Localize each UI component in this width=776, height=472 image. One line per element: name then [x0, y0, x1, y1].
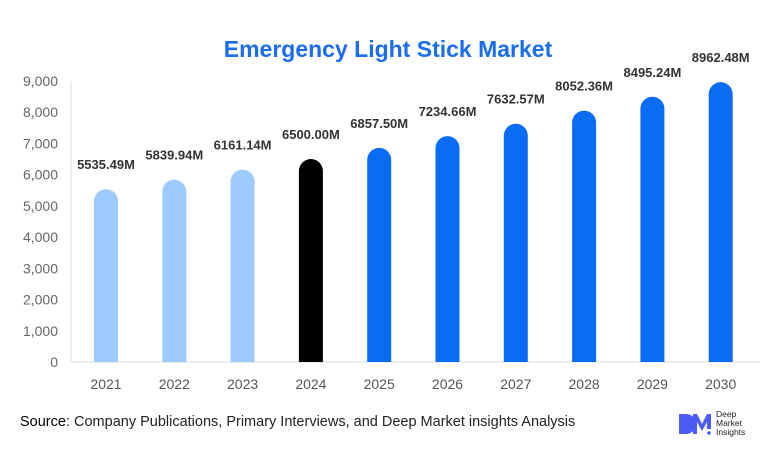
y-tick-label: 2,000 [23, 292, 58, 308]
x-tick-label: 2024 [295, 376, 326, 392]
data-label: 6161.14M [214, 138, 272, 153]
y-tick-label: 4,000 [23, 229, 58, 245]
bar [298, 159, 323, 362]
data-label: 5839.94M [145, 148, 203, 163]
y-tick-label: 8,000 [23, 104, 58, 120]
data-label: 8962.48M [692, 50, 750, 65]
logo-line: Deep [716, 409, 737, 419]
bar [94, 189, 119, 362]
x-tick-label: 2021 [90, 376, 121, 392]
bar [640, 96, 665, 362]
chart-title: Emergency Light Stick Market [223, 36, 553, 62]
x-tick-label: 2030 [705, 376, 736, 392]
source-text: : Company Publications, Primary Intervie… [65, 414, 576, 430]
source-note: Source: Company Publications, Primary In… [20, 414, 575, 430]
y-tick-label: 7,000 [23, 135, 58, 151]
x-tick-label: 2028 [569, 376, 600, 392]
x-tick-label: 2025 [364, 376, 395, 392]
source-label: Source [20, 414, 66, 430]
data-label: 8495.24M [623, 65, 681, 80]
bar [162, 179, 187, 362]
logo-line: Insights [716, 427, 746, 437]
bar [708, 82, 733, 363]
bar [572, 110, 597, 362]
y-tick-label: 1,000 [23, 323, 58, 339]
data-label: 6857.50M [350, 116, 408, 131]
x-tick-label: 2023 [227, 376, 258, 392]
dm-logo-mark [679, 413, 711, 435]
x-tick-label: 2026 [432, 376, 463, 392]
bar [503, 123, 528, 362]
y-tick-label: 3,000 [23, 260, 58, 276]
y-tick-label: 6,000 [23, 167, 58, 183]
logo: Deep Market Insights [677, 410, 745, 437]
data-label: 7234.66M [419, 104, 477, 119]
logo-line: Market [716, 418, 742, 428]
data-label: 5535.49M [77, 157, 135, 172]
x-tick-label: 2027 [500, 376, 531, 392]
y-tick-label: 0 [50, 354, 58, 370]
bar-chart: 0 1,000 2,000 3,000 4,000 5,000 6,000 7,000 8,00… [23, 50, 760, 392]
data-label: 6500.00M [282, 127, 340, 142]
y-tick-label: 5,000 [23, 198, 58, 214]
bar [230, 169, 255, 362]
x-tick-label: 2029 [637, 376, 668, 392]
y-tick-label: 9,000 [23, 73, 58, 89]
x-tick-label: 2022 [159, 376, 190, 392]
logo-text: Deep Market Insights [716, 410, 745, 437]
bar [367, 147, 392, 362]
data-label: 8052.36M [555, 79, 613, 94]
data-label: 7632.57M [487, 92, 545, 107]
bar [435, 136, 460, 362]
